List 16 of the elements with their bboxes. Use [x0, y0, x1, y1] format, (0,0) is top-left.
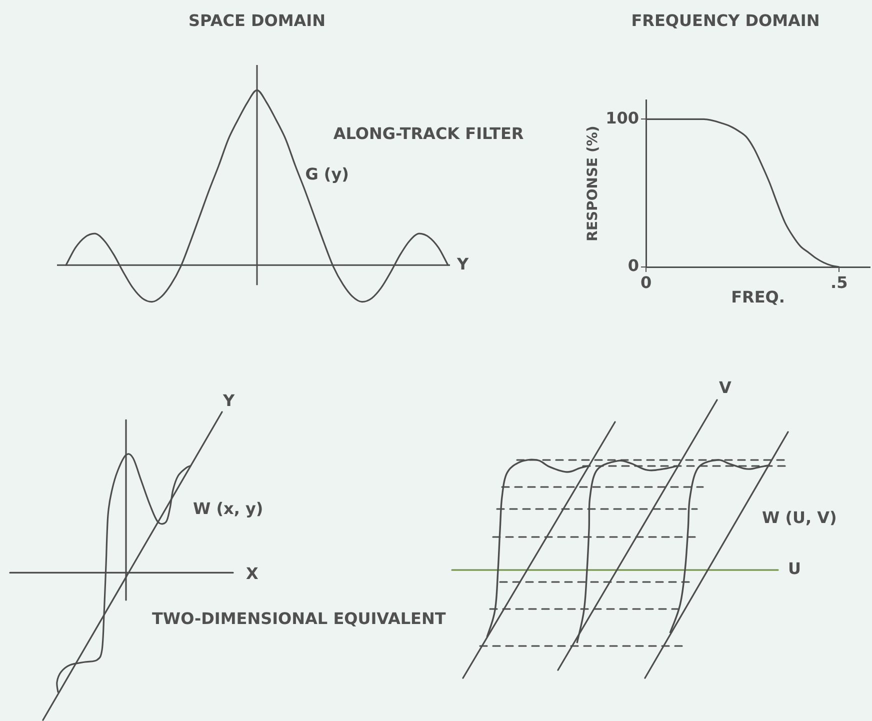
text: Y [223, 390, 235, 410]
x-axis-title: Y [456, 254, 469, 274]
text: V [719, 378, 732, 396]
text: U [788, 558, 801, 578]
text: W (x, y) [193, 498, 264, 518]
chart-title: FREQUENCY DOMAIN [631, 10, 820, 30]
text: X [246, 564, 258, 582]
y-axis-title: RESPONSE (%) [585, 126, 602, 242]
chart-title: SPACE DOMAIN [188, 10, 326, 30]
annotation: ALONG-TRACK FILTER [333, 124, 524, 144]
y-tick-label: 100 [606, 108, 639, 128]
text: TWO-DIMENSIONAL EQUIVALENT [152, 608, 446, 628]
x-tick-label: .5 [830, 272, 848, 292]
text: W (U, V) [762, 508, 837, 526]
series-label: G (y) [305, 164, 349, 184]
x-axis-title: FREQ. [731, 288, 785, 307]
